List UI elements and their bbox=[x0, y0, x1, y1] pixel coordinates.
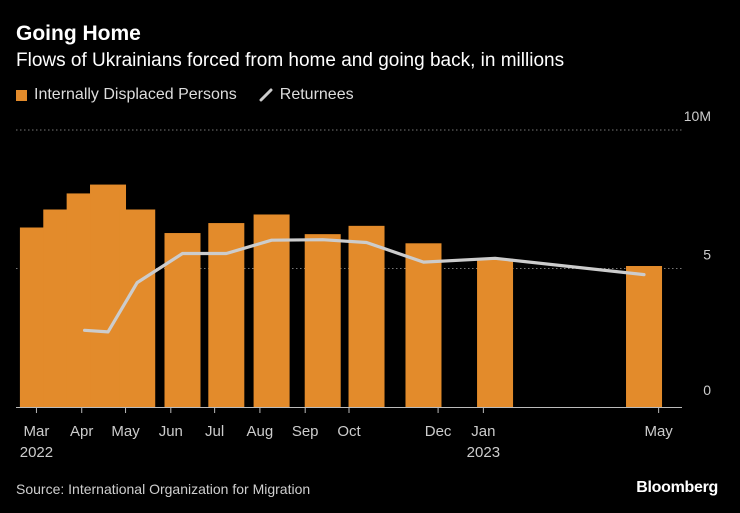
source-note: Source: International Organization for M… bbox=[16, 481, 311, 497]
chart-title: Going Home bbox=[16, 22, 141, 45]
x-tick-label-7: Oct bbox=[337, 423, 361, 440]
bar-5 bbox=[164, 233, 201, 407]
y-tick-label-2: 10M bbox=[684, 108, 711, 124]
legend-label-returnees: Returnees bbox=[279, 86, 354, 103]
bar-11 bbox=[477, 258, 514, 407]
x-tick-label-2: May bbox=[111, 423, 140, 440]
bar-12 bbox=[626, 266, 663, 407]
legend-swatch-bar bbox=[16, 89, 27, 101]
x-tick-label-1: Apr bbox=[70, 423, 93, 440]
bar-4 bbox=[119, 209, 156, 407]
legend-swatch-line bbox=[259, 88, 273, 102]
x-tick-label-4: Jul bbox=[205, 423, 224, 440]
x-tick-sublabel-9: 2023 bbox=[467, 444, 500, 461]
x-tick-label-5: Aug bbox=[247, 423, 274, 440]
x-tick-label-0: Mar bbox=[24, 423, 50, 440]
x-tick-label-9: Jan bbox=[471, 423, 495, 440]
y-tick-label-0: 0 bbox=[703, 382, 711, 398]
bar-10 bbox=[405, 243, 442, 407]
x-tick-label-10: May bbox=[644, 423, 673, 440]
bloomberg-logo: Bloomberg bbox=[636, 479, 718, 496]
bar-9 bbox=[348, 225, 385, 407]
y-tick-label-1: 5 bbox=[703, 247, 711, 263]
chart-subtitle: Flows of Ukrainians forced from home and… bbox=[16, 50, 565, 71]
legend-label-idp: Internally Displaced Persons bbox=[34, 86, 237, 103]
bar-8 bbox=[304, 234, 341, 407]
x-tick-label-8: Dec bbox=[425, 423, 452, 440]
legend-item-returnees: Returnees bbox=[259, 86, 354, 104]
bar-7 bbox=[253, 214, 290, 407]
x-tick-sublabel-0: 2022 bbox=[20, 444, 53, 461]
legend-item-idp: Internally Displaced Persons bbox=[16, 86, 237, 104]
x-tick-label-3: Jun bbox=[159, 423, 183, 440]
legend: Internally Displaced Persons Returnees bbox=[16, 86, 376, 104]
x-tick-label-6: Sep bbox=[292, 423, 319, 440]
